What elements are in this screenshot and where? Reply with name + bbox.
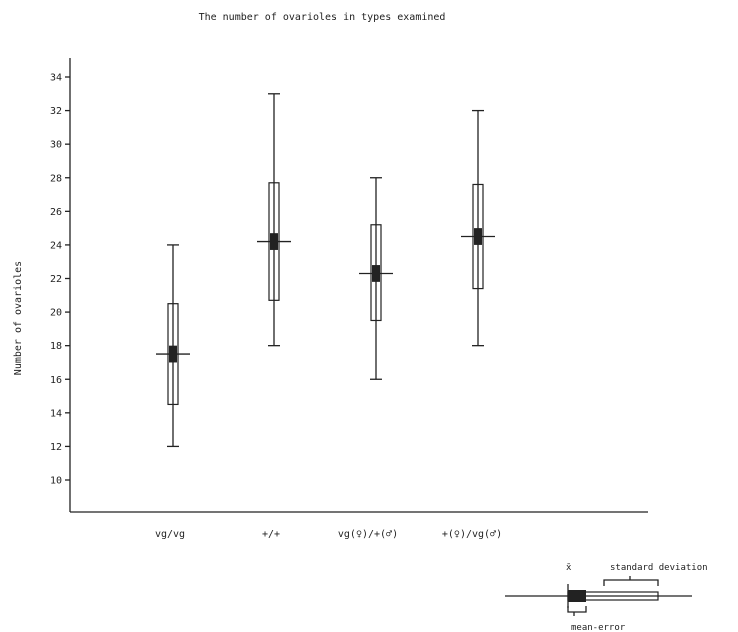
y-tick-label: 34 [50, 73, 62, 84]
y-ticks: 10 12 14 16 18 20 22 24 26 28 30 32 34 [50, 73, 70, 487]
y-tick-label: 10 [50, 476, 62, 487]
sd-box [370, 224, 382, 322]
legend-merr-label: mean-error [571, 623, 626, 632]
legend-sd-label: standard deviation [610, 563, 708, 573]
category-labels: vg/vg +/+ vg(♀)/+(♂) +(♀)/vg(♂) [155, 529, 502, 540]
legend: x̄ standard deviation mean-error [505, 563, 708, 632]
category-label: vg/vg [155, 529, 185, 540]
y-tick-label: 18 [50, 341, 62, 352]
box-group [359, 177, 393, 380]
legend-mean-error [568, 590, 586, 602]
y-tick-label: 20 [50, 308, 62, 319]
legend-mean-symbol: x̄ [566, 563, 572, 573]
category-label: vg(♀)/+(♂) [338, 529, 398, 540]
category-label: +(♀)/vg(♂) [442, 529, 502, 540]
y-tick-label: 16 [50, 375, 62, 386]
box-plots [156, 93, 495, 448]
y-tick-label: 24 [50, 240, 62, 251]
chart-title: The number of ovarioles in types examine… [199, 12, 446, 23]
box-group [156, 244, 190, 448]
y-tick-label: 28 [50, 173, 62, 184]
y-tick-label: 32 [50, 106, 62, 117]
y-tick-label: 26 [50, 207, 62, 218]
y-tick-label: 14 [50, 408, 62, 419]
box-group [257, 93, 291, 347]
legend-merr-brace [567, 606, 587, 616]
box-group [461, 109, 495, 347]
y-tick-label: 22 [50, 274, 62, 285]
y-axis-label: Number of ovarioles [13, 261, 24, 375]
y-tick-label: 12 [50, 442, 62, 453]
legend-sd-brace [603, 576, 659, 586]
y-tick-label: 30 [50, 140, 62, 151]
category-label: +/+ [262, 529, 280, 540]
